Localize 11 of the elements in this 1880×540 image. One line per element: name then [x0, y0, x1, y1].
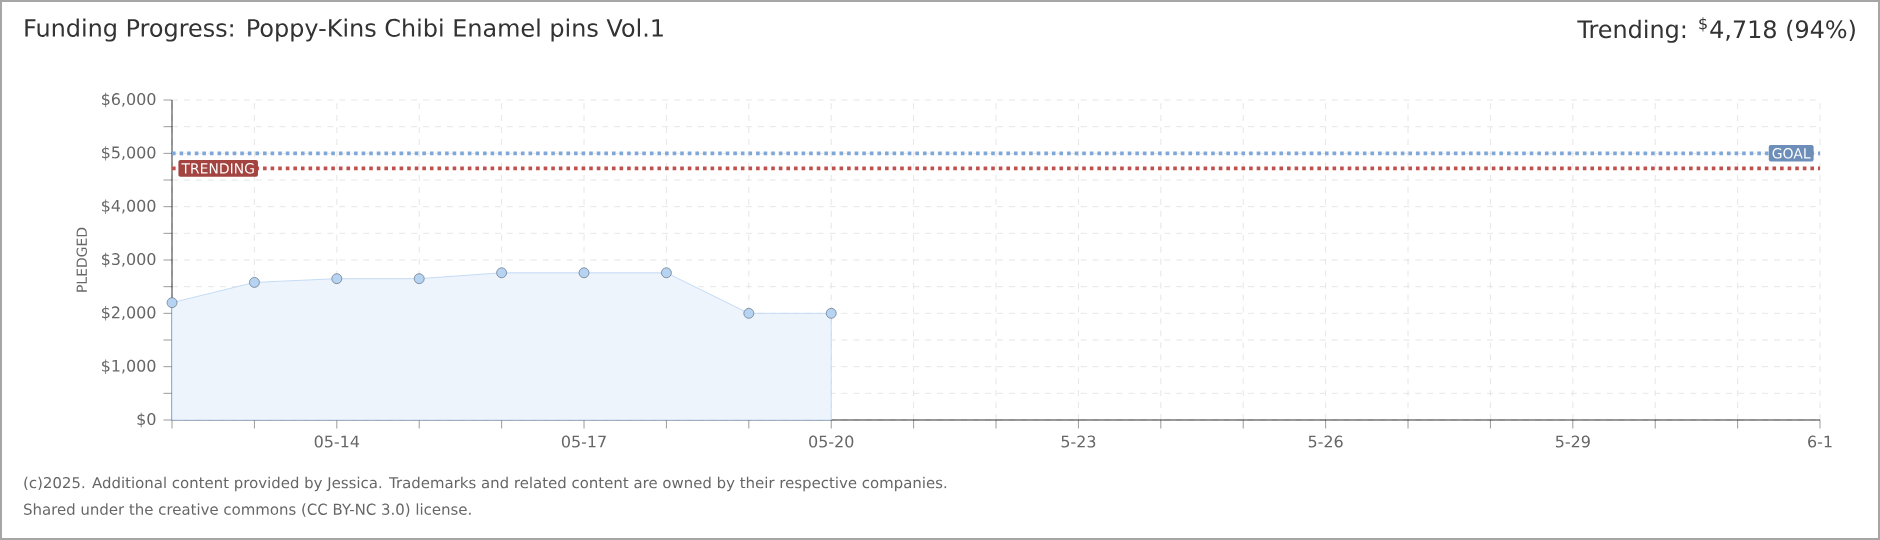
point: [825, 307, 837, 319]
point: [661, 267, 672, 279]
point: [166, 297, 178, 309]
chart-title: Funding Progress: Poppy-Kins Chibi Enamel pins Vol.1: [25, 18, 663, 42]
point: [578, 267, 590, 279]
point: [331, 273, 343, 285]
point: [743, 307, 755, 319]
point: [249, 277, 260, 288]
point: [496, 267, 507, 279]
point: [413, 273, 425, 285]
chart-subtitle: Trending: $^{$}$4,718 (94%): [1577, 17, 1855, 43]
